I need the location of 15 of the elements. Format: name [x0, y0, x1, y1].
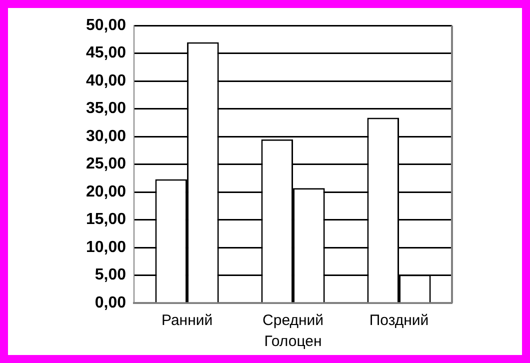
- y-tick-label: 10,00: [86, 238, 126, 256]
- x-tick-label: Средний: [262, 312, 324, 330]
- y-tick-label: 0,00: [94, 294, 126, 312]
- x-tick-label: Поздний: [369, 312, 429, 330]
- y-tick-label: 40,00: [86, 72, 126, 90]
- y-tick-label: 20,00: [86, 183, 126, 200]
- y-tick-label: 25,00: [86, 156, 126, 173]
- y-tick-label: 15,00: [86, 211, 126, 228]
- x-tick-label: Ранний: [161, 312, 213, 330]
- y-tick-label: 5,00: [94, 266, 126, 284]
- x-axis-title: Голоцен: [264, 333, 322, 350]
- y-tick-label: 45,00: [86, 44, 126, 62]
- y-tick-label: 50,00: [86, 17, 126, 34]
- y-tick-label: 30,00: [86, 128, 126, 145]
- y-tick-label: 35,00: [86, 100, 126, 118]
